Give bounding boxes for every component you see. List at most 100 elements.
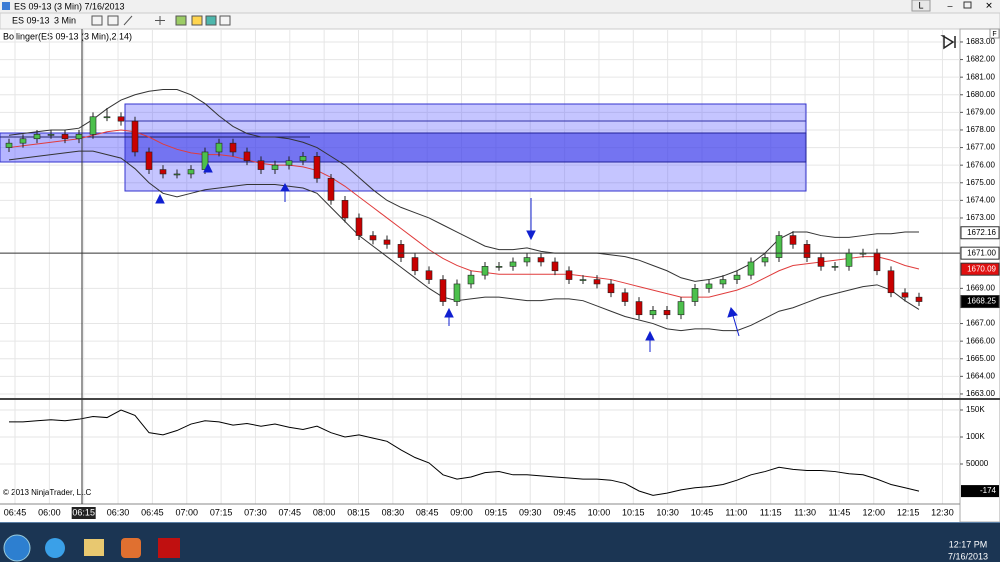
y-tick-label: 1676.00 (966, 160, 995, 169)
start-button[interactable] (3, 534, 31, 562)
price-marker-label: 1670.09 (967, 264, 996, 273)
y-tick-label: 1679.00 (966, 107, 995, 116)
app-icon (2, 2, 10, 10)
candle-body (19, 138, 27, 144)
candle-body (47, 134, 55, 136)
candle-body (831, 266, 839, 268)
candle-body (89, 116, 97, 135)
y-tick-label: 1675.00 (966, 178, 995, 187)
close-button[interactable]: ✕ (985, 0, 993, 10)
x-tick-label: 10:45 (691, 507, 714, 517)
icon[interactable] (107, 15, 119, 26)
maximize-button[interactable] (963, 1, 972, 9)
candle-body (607, 283, 615, 294)
media-icon[interactable] (121, 538, 141, 558)
arrow (444, 307, 454, 326)
candle-body (565, 270, 573, 280)
x-tick-label: 12:15 (897, 507, 920, 517)
ie-icon[interactable] (45, 538, 65, 558)
indicator-label: Bollinger(ES 09-13 (3 Min),2,14) (3, 31, 132, 41)
y-tick-label: 1664.00 (966, 371, 995, 380)
candle-body (425, 270, 433, 280)
x-tick-label: 07:15 (210, 507, 233, 517)
x-tick-label: 07:00 (175, 507, 198, 517)
arrow (727, 307, 740, 337)
icon[interactable] (123, 15, 133, 26)
candle-body (635, 301, 643, 316)
arrow (203, 162, 213, 173)
x-tick-label: 06:00 (38, 507, 61, 517)
arrows (155, 162, 740, 352)
y-tick-label: 1680.00 (966, 90, 995, 99)
bollinger-lower (8, 150, 920, 332)
candle-body (677, 301, 685, 316)
y-tick-label: 1667.00 (966, 319, 995, 328)
y-tick-label: 1665.00 (966, 354, 995, 363)
candle-body (495, 266, 503, 268)
candle-body (327, 178, 335, 201)
y-tick-label: 1682.00 (966, 55, 995, 64)
zone (124, 132, 807, 163)
x-tick-label: 06:45 (4, 507, 27, 517)
icon[interactable] (191, 15, 203, 26)
minimize-button[interactable]: – (947, 0, 952, 10)
candle-body (705, 283, 713, 289)
bollinger-upper (8, 88, 919, 282)
f-button[interactable] (989, 28, 1000, 39)
f-button-label: F (992, 31, 996, 38)
candle-body (817, 257, 825, 267)
candle-body (257, 160, 265, 170)
explorer-icon[interactable] (84, 539, 104, 556)
arrow (526, 198, 536, 241)
icon[interactable] (155, 16, 165, 25)
icon[interactable] (91, 15, 103, 26)
candle-body (215, 142, 223, 153)
y-tick-label: 1683.00 (966, 37, 995, 46)
x-tick-label: 09:00 (450, 507, 473, 517)
candle-body (523, 257, 531, 263)
ninjatrader-icon[interactable] (158, 538, 180, 558)
price-marker-label: 1672.16 (967, 228, 996, 237)
x-tick-label: 08:30 (382, 507, 405, 517)
lower-panel-line (9, 409, 920, 496)
scroll-end-button[interactable] (940, 35, 956, 50)
link-button-label: L (918, 0, 923, 10)
candle-body (369, 235, 377, 241)
arrow (280, 182, 290, 202)
candle-body (243, 151, 251, 162)
candle-body (719, 279, 727, 285)
toolbar (0, 12, 1000, 30)
candle-body (915, 296, 923, 302)
x-tick-label: 07:45 (279, 507, 302, 517)
icon[interactable] (205, 15, 217, 26)
plot (0, 88, 960, 496)
icon[interactable] (219, 15, 231, 26)
candle-body (649, 310, 657, 316)
interval-selector[interactable]: 3 Min (54, 15, 76, 25)
candle-body (901, 292, 909, 298)
candle-body (145, 151, 153, 170)
link-button[interactable] (911, 0, 931, 12)
candle-body (551, 261, 559, 272)
candle-body (887, 270, 895, 294)
arrow (155, 193, 165, 204)
x-tick-label: 09:15 (485, 507, 508, 517)
candle-body (481, 266, 489, 276)
candle-body (789, 235, 797, 245)
y-tick-label: 1677.00 (966, 143, 995, 152)
candle-body (453, 283, 461, 302)
candle-body (5, 142, 13, 148)
candle-body (747, 261, 755, 276)
candle-body (663, 310, 671, 316)
y-tick-label: 1666.00 (966, 336, 995, 345)
clock-time: 12:17 PM (949, 539, 988, 549)
y-tick-label: 1669.00 (966, 283, 995, 292)
y-tick-label: 1674.00 (966, 195, 995, 204)
drawing-zones (0, 103, 807, 192)
price-marker-box (960, 262, 1000, 276)
icon[interactable] (175, 15, 187, 26)
window-title: ES 09-13 (3 Min) 7/16/2013 (14, 1, 125, 11)
instrument-selector[interactable]: ES 09-13 (12, 15, 50, 25)
bollinger-middle (8, 129, 920, 298)
copyright: © 2013 NinjaTrader, LLC (3, 488, 92, 497)
